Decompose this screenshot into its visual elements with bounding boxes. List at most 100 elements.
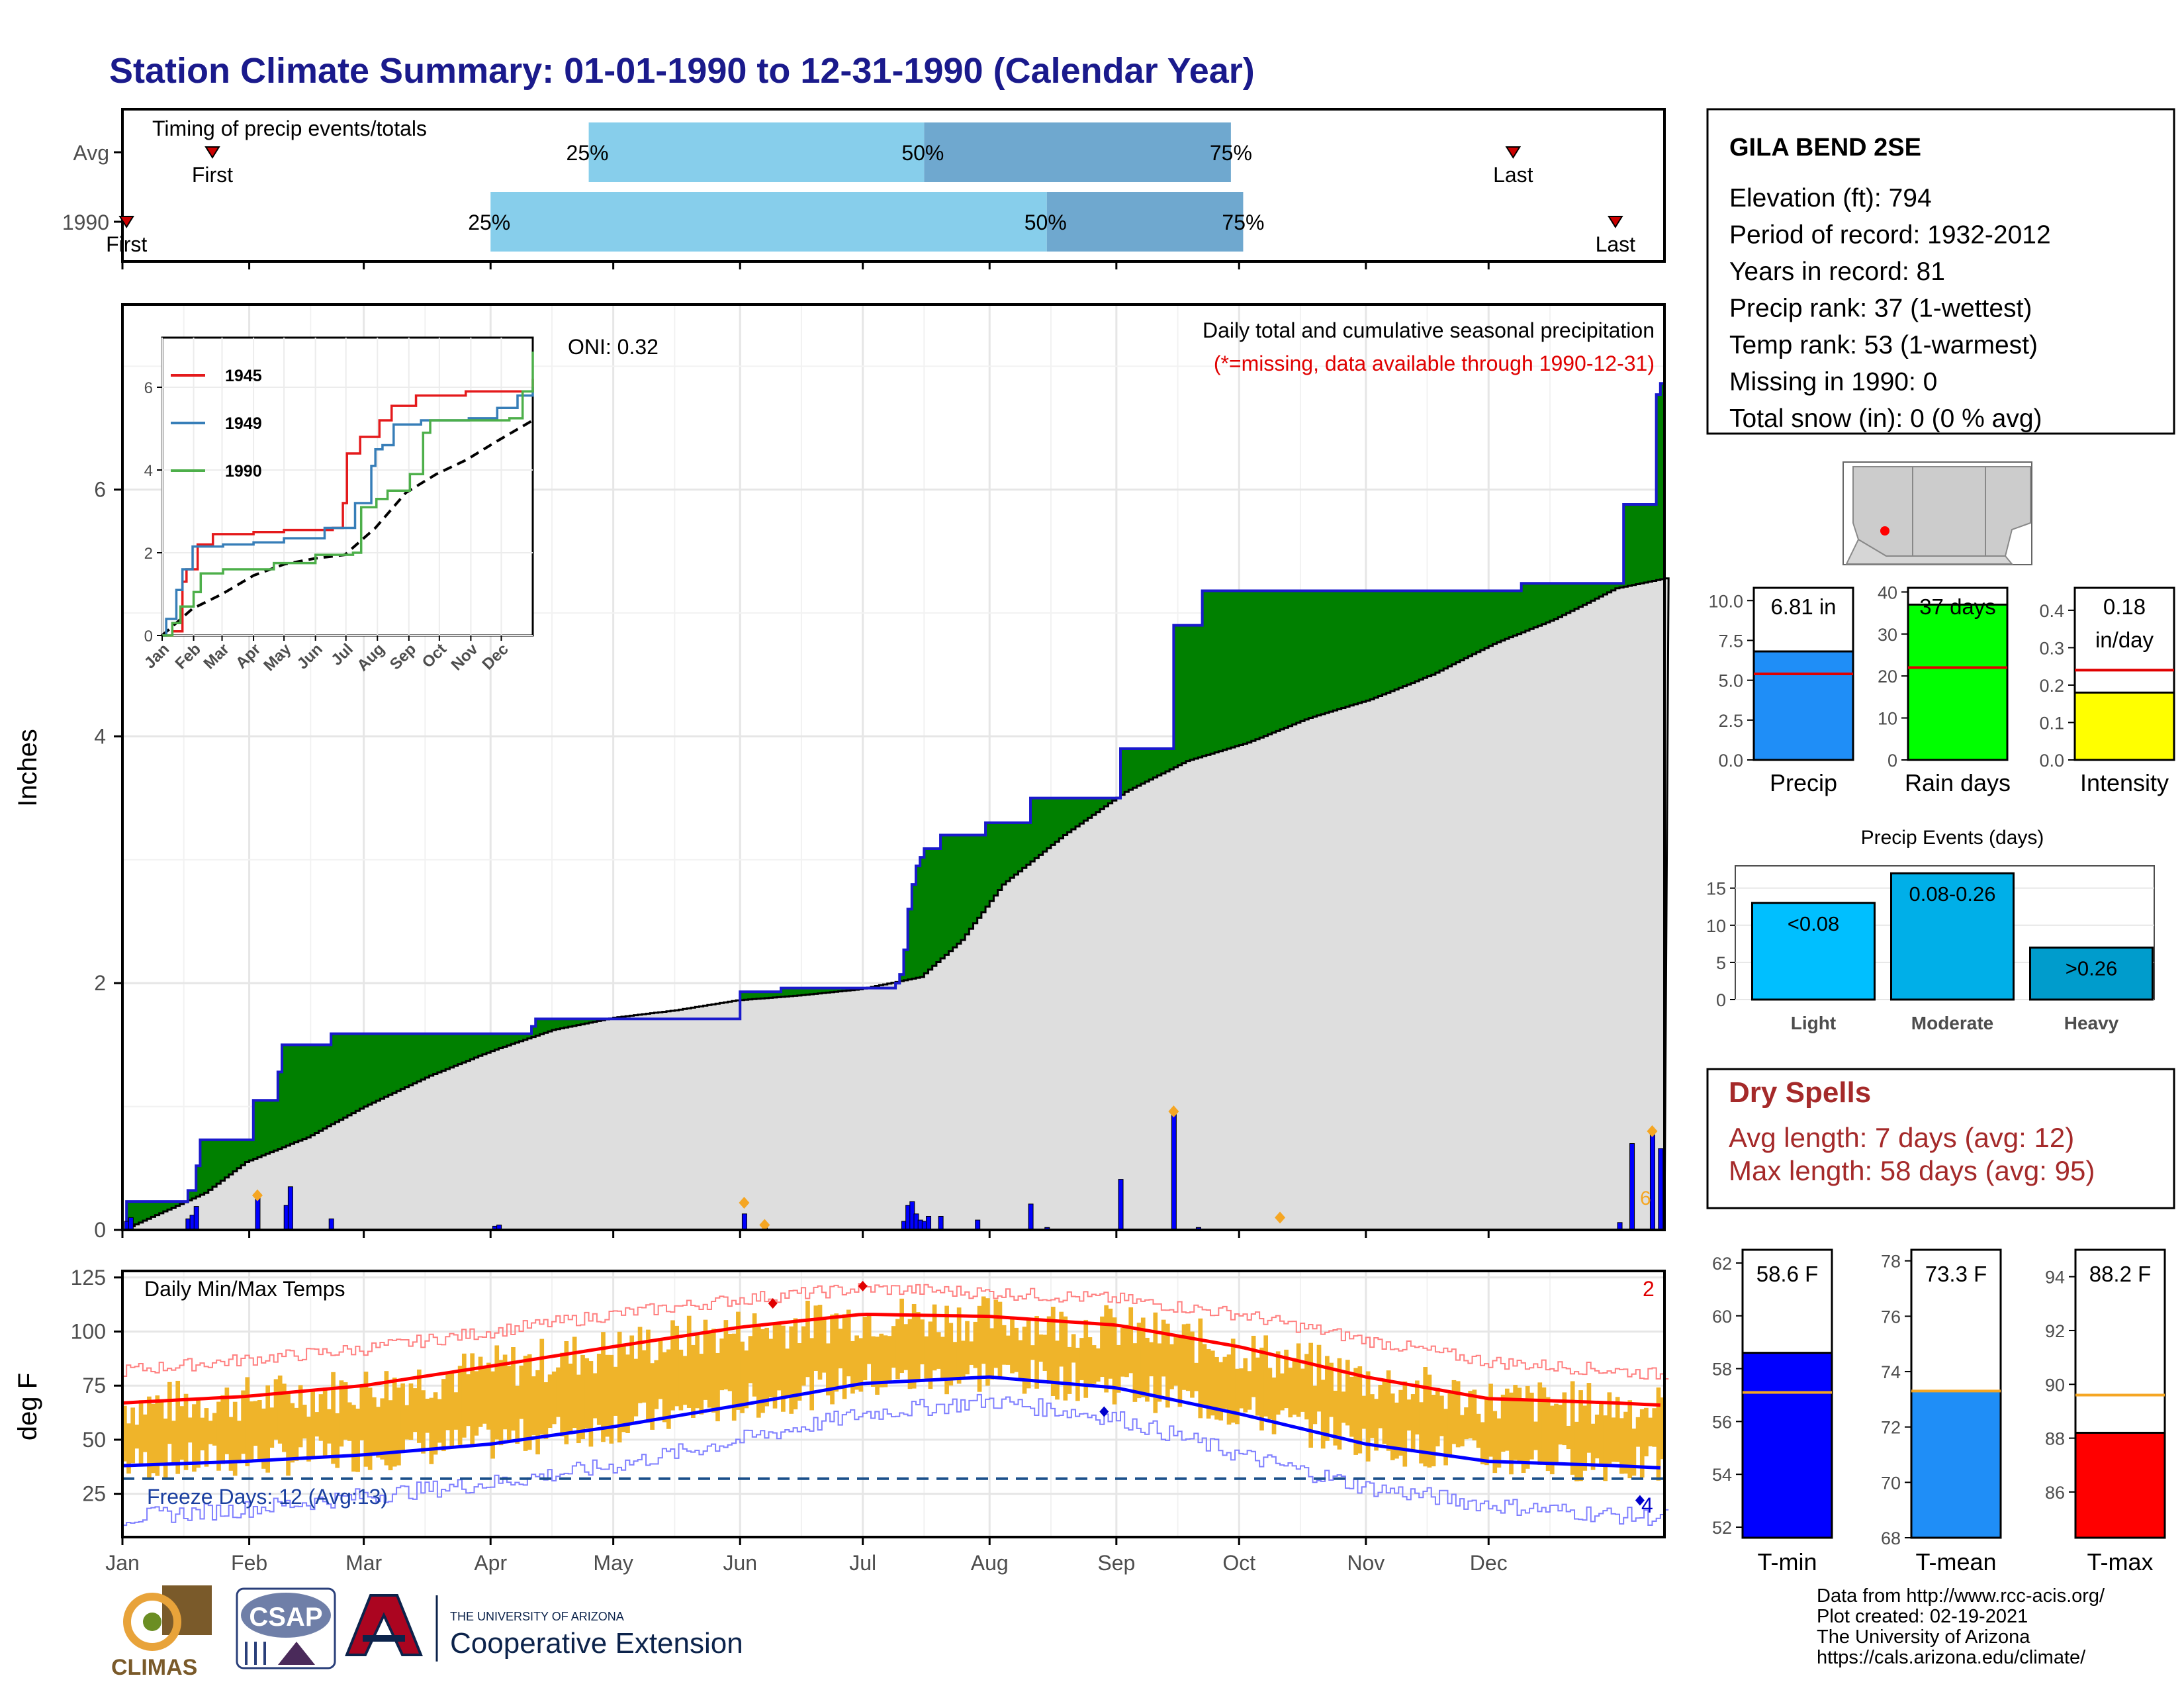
above-avg-fill xyxy=(1644,504,1649,583)
daily-temp-bar xyxy=(1034,1316,1039,1389)
daily-temp-bar xyxy=(871,1336,876,1387)
precip-corner-label: 6 xyxy=(1640,1188,1651,1209)
daily-temp-bar xyxy=(457,1366,463,1445)
daily-temp-bar xyxy=(776,1321,782,1391)
above-avg-fill xyxy=(441,1033,446,1071)
daily-temp-bar xyxy=(793,1318,798,1410)
daily-temp-bar xyxy=(490,1371,495,1459)
daily-temp-bar xyxy=(1590,1423,1596,1470)
above-avg-fill xyxy=(993,822,999,896)
daily-temp-bar xyxy=(1124,1325,1129,1378)
temp-summary-bars: 52 54 56 58 60 62 T-min 58.6 F 68 70 72 74 76 78 T-mea… xyxy=(1712,1248,2166,1575)
above-avg-fill xyxy=(1349,590,1354,706)
daily-temp-bar xyxy=(314,1412,320,1437)
above-avg-fill xyxy=(335,1033,340,1122)
summary-bar-label: Intensity xyxy=(2080,769,2169,796)
daily-temp-bar xyxy=(1259,1347,1264,1430)
temp-y-tick-label: 125 xyxy=(71,1266,106,1289)
above-avg-fill xyxy=(327,1045,332,1127)
daily-temp-bar xyxy=(920,1319,925,1365)
daily-temp-bar xyxy=(494,1345,500,1440)
above-avg-fill xyxy=(1431,590,1436,675)
daily-temp-bar xyxy=(1067,1346,1072,1394)
daily-temp-bar xyxy=(343,1382,348,1440)
above-avg-fill xyxy=(956,835,962,944)
above-avg-fill xyxy=(515,1033,520,1043)
above-avg-fill xyxy=(1059,798,1064,839)
daily-temp-bar xyxy=(163,1418,168,1480)
above-avg-fill xyxy=(1185,625,1191,761)
above-avg-fill xyxy=(224,1139,230,1178)
daily-temp-bar xyxy=(1345,1360,1350,1426)
above-avg-fill xyxy=(1243,590,1248,744)
daily-temp-bar xyxy=(895,1319,900,1380)
daily-temp-bar xyxy=(392,1378,397,1467)
daily-temp-bar xyxy=(437,1399,442,1443)
station-info-line: Period of record: 1932-2012 xyxy=(1729,221,2051,250)
daily-temp-bar xyxy=(1525,1385,1530,1469)
daily-temp-bar xyxy=(1055,1340,1060,1400)
above-avg-fill xyxy=(220,1139,226,1181)
above-avg-fill xyxy=(1390,590,1395,692)
daily-temp-bar xyxy=(1005,1335,1011,1365)
daily-temp-bar xyxy=(1100,1316,1105,1378)
daily-temp-bar xyxy=(891,1326,896,1368)
record-min-line xyxy=(122,1393,1669,1526)
above-avg-fill xyxy=(212,1139,217,1187)
daily-temp-bar xyxy=(1218,1362,1224,1421)
month-label: Mar xyxy=(345,1551,382,1575)
daily-temp-bar xyxy=(650,1363,655,1430)
daily-temp-bar xyxy=(826,1343,831,1396)
above-avg-fill xyxy=(376,1033,381,1101)
above-avg-fill xyxy=(1459,590,1465,661)
daily-temp-bar xyxy=(662,1352,667,1423)
daily-temp-bar xyxy=(1431,1394,1436,1467)
events-x-label: Moderate xyxy=(1911,1013,1993,1033)
inset-series-line xyxy=(162,352,534,637)
above-avg-fill xyxy=(785,988,790,997)
daily-temp-bar xyxy=(220,1395,226,1464)
daily-temp-bar xyxy=(1570,1381,1575,1475)
daily-temp-bar xyxy=(1173,1335,1179,1386)
daily-precip-bar xyxy=(128,1217,134,1231)
daily-temp-bar xyxy=(1247,1371,1252,1410)
daily-temp-bar xyxy=(302,1405,307,1439)
above-avg-fill xyxy=(805,988,810,995)
daily-temp-bar xyxy=(789,1326,794,1414)
above-avg-fill xyxy=(1104,798,1109,807)
above-avg-fill xyxy=(130,1201,136,1227)
above-avg-fill xyxy=(1267,590,1273,735)
precip-note: Daily total and cumulative seasonal prec… xyxy=(1203,318,1655,342)
daily-temp-bar xyxy=(1161,1319,1166,1377)
daily-temp-bar xyxy=(416,1369,422,1443)
summary-bar-y-tick-label: 5.0 xyxy=(1718,671,1743,691)
daily-temp-bar xyxy=(322,1387,328,1457)
temp-summary-bar-y-tick-label: 86 xyxy=(2045,1483,2065,1503)
daily-temp-bar xyxy=(1194,1362,1199,1391)
daily-temp-bar xyxy=(1398,1389,1403,1456)
timing-q75-label: 75% xyxy=(1222,211,1264,234)
daily-temp-bar xyxy=(813,1305,819,1371)
mexico-shape xyxy=(1845,538,2014,565)
daily-temp-bar xyxy=(641,1350,647,1403)
daily-temp-bar xyxy=(339,1380,344,1447)
daily-precip-marker xyxy=(251,1189,263,1201)
timing-q75-label: 75% xyxy=(1210,141,1252,165)
daily-temp-bar xyxy=(1104,1305,1109,1393)
above-avg-fill xyxy=(997,822,1003,890)
inset-legend-label: 1990 xyxy=(225,462,262,481)
above-avg-fill xyxy=(1063,798,1068,835)
above-avg-fill xyxy=(412,1033,418,1084)
above-avg-fill xyxy=(134,1201,140,1225)
above-avg-fill xyxy=(171,1201,176,1208)
daily-temp-bar xyxy=(122,1405,127,1462)
daily-temp-bar xyxy=(1222,1356,1228,1409)
above-avg-fill xyxy=(1325,590,1330,713)
above-avg-fill xyxy=(429,1033,434,1076)
above-avg-fill xyxy=(486,1033,491,1053)
above-avg-fill xyxy=(556,1019,561,1029)
month-label: Dec xyxy=(1470,1551,1508,1575)
daily-temp-bar xyxy=(1504,1388,1510,1451)
above-avg-fill xyxy=(1259,590,1264,738)
